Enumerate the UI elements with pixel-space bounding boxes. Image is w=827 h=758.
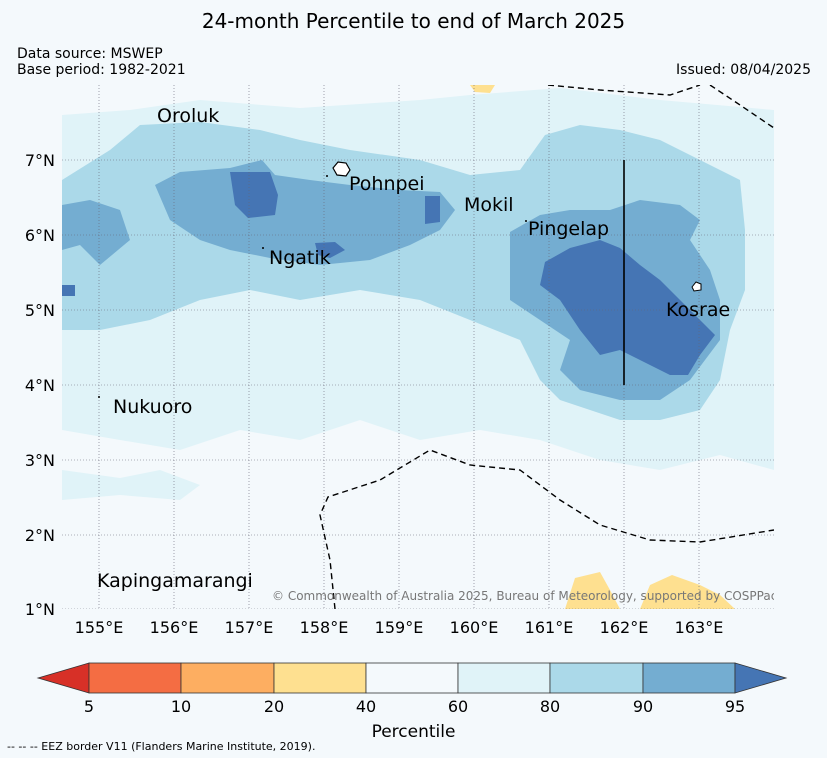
place-label-ngatik: Ngatik: [269, 247, 331, 269]
colorbar-20-40: [273, 662, 367, 694]
eez-footnote: -- -- -- EEZ border V11 (Flanders Marine…: [7, 740, 316, 753]
colorbar-tick-5: 5: [84, 697, 94, 716]
map-title: 24-month Percentile to end of March 2025: [201, 9, 626, 33]
island-dots: [98, 175, 527, 398]
eez-border: [319, 85, 774, 609]
place-label-pingelap: Pingelap: [528, 218, 609, 240]
colorbar-tick-90: 90: [633, 697, 653, 716]
field-above-95: [62, 172, 715, 375]
colorbar-tick-10: 10: [171, 697, 191, 716]
copyright-credit: © Commonwealth of Australia 2025, Bureau…: [272, 589, 777, 603]
base-period-label: Base period: 1982-2021: [17, 62, 186, 78]
colorbar-tick-20: 20: [264, 697, 284, 716]
field-60-80-south: [62, 470, 200, 500]
colorbar-10-20: [180, 662, 275, 694]
y-tick-6n: 6°N: [25, 226, 55, 245]
colorbar-title: Percentile: [371, 722, 456, 742]
colorbar-tick-80: 80: [540, 697, 560, 716]
place-label-mokil: Mokil: [464, 194, 514, 216]
x-tick-158e: 158°E: [300, 618, 349, 637]
colorbar-below5: [36, 662, 90, 694]
y-tick-1n: 1°N: [25, 600, 55, 619]
percentile-map: Oroluk Pohnpei Mokil Pingelap Ngatik Kos…: [25, 85, 777, 637]
colorbar-above95: [734, 662, 788, 694]
map-field: Oroluk Pohnpei Mokil Pingelap Ngatik Kos…: [62, 85, 777, 609]
colorbar-tick-95: 95: [725, 697, 745, 716]
colorbar-40-60: [365, 662, 459, 694]
place-label-kapingamarangi: Kapingamarangi: [97, 570, 253, 592]
x-tick-161e: 161°E: [525, 618, 574, 637]
x-tick-156e: 156°E: [150, 618, 199, 637]
y-tick-7n: 7°N: [25, 151, 55, 170]
y-axis-labels: 7°N 6°N 5°N 4°N 3°N 2°N 1°N: [25, 151, 55, 619]
x-tick-159e: 159°E: [375, 618, 424, 637]
colorbar-90-95: [642, 662, 736, 694]
kosrae-island: [691, 281, 702, 292]
colorbar-5-10: [88, 662, 182, 694]
place-label-kosrae: Kosrae: [666, 299, 730, 321]
x-axis-labels: 155°E 156°E 157°E 158°E 159°E 160°E 161°…: [75, 618, 724, 637]
place-label-pohnpei: Pohnpei: [349, 173, 425, 195]
colorbar-80-90: [549, 662, 644, 694]
colorbar-tick-40: 40: [356, 697, 376, 716]
pohnpei-island: [332, 161, 351, 177]
issued-date-label: Issued: 08/04/2025: [676, 62, 811, 78]
colorbar-60-80: [457, 662, 551, 694]
x-tick-163e: 163°E: [675, 618, 724, 637]
colorbar-tick-60: 60: [448, 697, 468, 716]
x-tick-157e: 157°E: [225, 618, 274, 637]
y-tick-5n: 5°N: [25, 301, 55, 320]
place-label-nukuoro: Nukuoro: [113, 396, 192, 418]
place-label-oroluk: Oroluk: [157, 105, 219, 127]
x-tick-160e: 160°E: [450, 618, 499, 637]
x-tick-162e: 162°E: [600, 618, 649, 637]
y-tick-3n: 3°N: [25, 451, 55, 470]
x-tick-155e: 155°E: [75, 618, 124, 637]
y-tick-2n: 2°N: [25, 526, 55, 545]
y-tick-4n: 4°N: [25, 376, 55, 395]
data-source-label: Data source: MSWEP: [17, 46, 163, 62]
